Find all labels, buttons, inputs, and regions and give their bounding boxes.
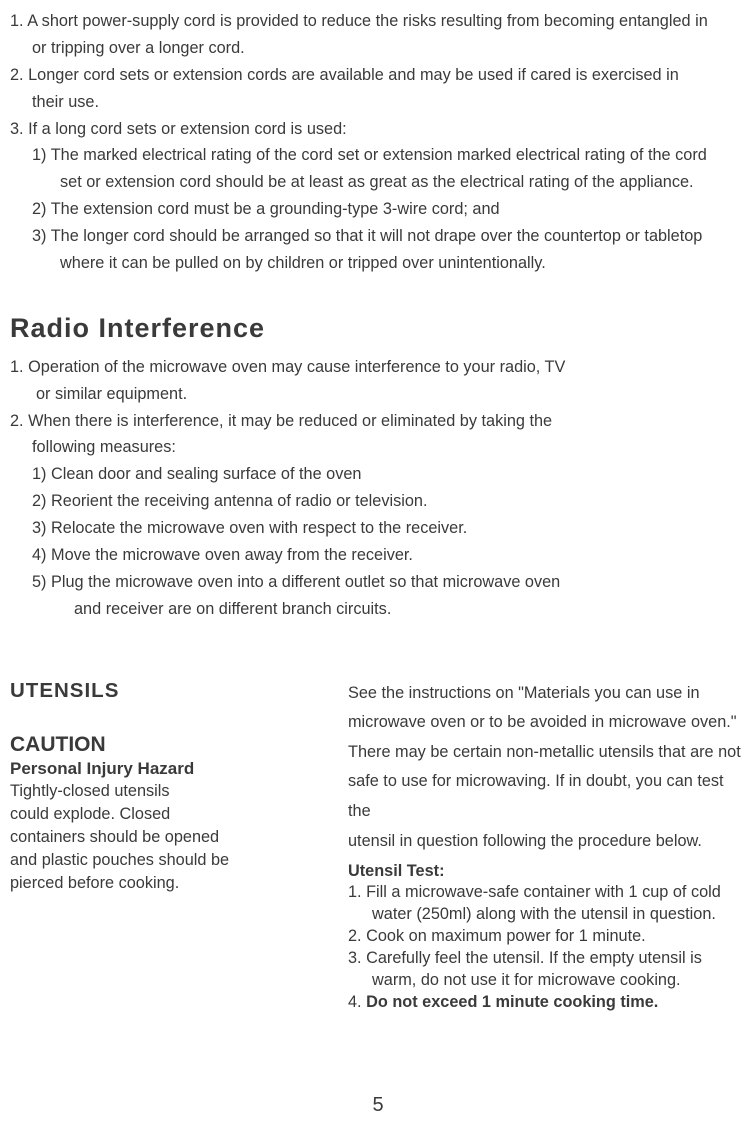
text-line: warm, do not use it for microwave cookin… <box>348 969 744 991</box>
text-line: 4. Do not exceed 1 minute cooking time. <box>348 991 744 1013</box>
radio-interference-heading: Radio Interference <box>10 313 744 344</box>
radio-interference-section: 1. Operation of the microwave oven may c… <box>10 354 744 623</box>
text-line: 5) Plug the microwave oven into a differ… <box>10 569 744 596</box>
text-line: following measures: <box>10 434 744 461</box>
text-line: 1) Clean door and sealing surface of the… <box>10 461 744 488</box>
text-line: water (250ml) along with the utensil in … <box>348 903 744 925</box>
text-line: 1. A short power-supply cord is provided… <box>10 8 744 35</box>
text-line: 3) The longer cord should be arranged so… <box>10 223 744 250</box>
text-line: 2. Longer cord sets or extension cords a… <box>10 62 744 89</box>
caution-heading: CAUTION <box>10 733 320 757</box>
power-cord-section: 1. A short power-supply cord is provided… <box>10 8 744 277</box>
text-line: pierced before cooking. <box>10 873 320 894</box>
utensils-section: UTENSILS CAUTION Personal Injury Hazard … <box>10 679 744 1014</box>
text-line: 3. If a long cord sets or extension cord… <box>10 116 744 143</box>
text-line: 2) Reorient the receiving antenna of rad… <box>10 488 744 515</box>
text-line: safe to use for microwaving. If in doubt… <box>348 767 744 826</box>
text-line: Tightly-closed utensils <box>10 781 320 802</box>
utensils-right-column: See the instructions on "Materials you c… <box>348 679 744 1014</box>
text-line: 4) Move the microwave oven away from the… <box>10 542 744 569</box>
text-line: 2. When there is interference, it may be… <box>10 408 744 435</box>
text-line: utensil in question following the proced… <box>348 827 744 857</box>
text-line: containers should be opened <box>10 827 320 848</box>
text-line: 3. Carefully feel the utensil. If the em… <box>348 947 744 969</box>
text-line: microwave oven or to be avoided in micro… <box>348 708 744 738</box>
text-line: See the instructions on "Materials you c… <box>348 679 744 709</box>
utensils-heading: UTENSILS <box>10 679 320 703</box>
text-line: or similar equipment. <box>10 381 744 408</box>
text-line: 1. Operation of the microwave oven may c… <box>10 354 744 381</box>
text-line: or tripping over a longer cord. <box>10 35 744 62</box>
utensils-left-column: UTENSILS CAUTION Personal Injury Hazard … <box>10 679 320 1014</box>
text-line: could explode. Closed <box>10 804 320 825</box>
text-line: and receiver are on different branch cir… <box>10 596 744 623</box>
text-line: 1. Fill a microwave-safe container with … <box>348 881 744 903</box>
text-span: 4. <box>348 993 366 1011</box>
text-line: and plastic pouches should be <box>10 850 320 871</box>
text-line: 1) The marked electrical rating of the c… <box>10 142 744 169</box>
text-line: There may be certain non-metallic utensi… <box>348 738 744 768</box>
text-line: their use. <box>10 89 744 116</box>
hazard-subheading: Personal Injury Hazard <box>10 759 320 779</box>
page-number: 5 <box>372 1094 383 1117</box>
bold-warning: Do not exceed 1 minute cooking time. <box>366 993 658 1011</box>
text-line: 3) Relocate the microwave oven with resp… <box>10 515 744 542</box>
text-line: where it can be pulled on by children or… <box>10 250 744 277</box>
text-line: 2) The extension cord must be a groundin… <box>10 196 744 223</box>
utensil-test-heading: Utensil Test: <box>348 862 744 881</box>
text-line: set or extension cord should be at least… <box>10 169 744 196</box>
text-line: 2. Cook on maximum power for 1 minute. <box>348 925 744 947</box>
